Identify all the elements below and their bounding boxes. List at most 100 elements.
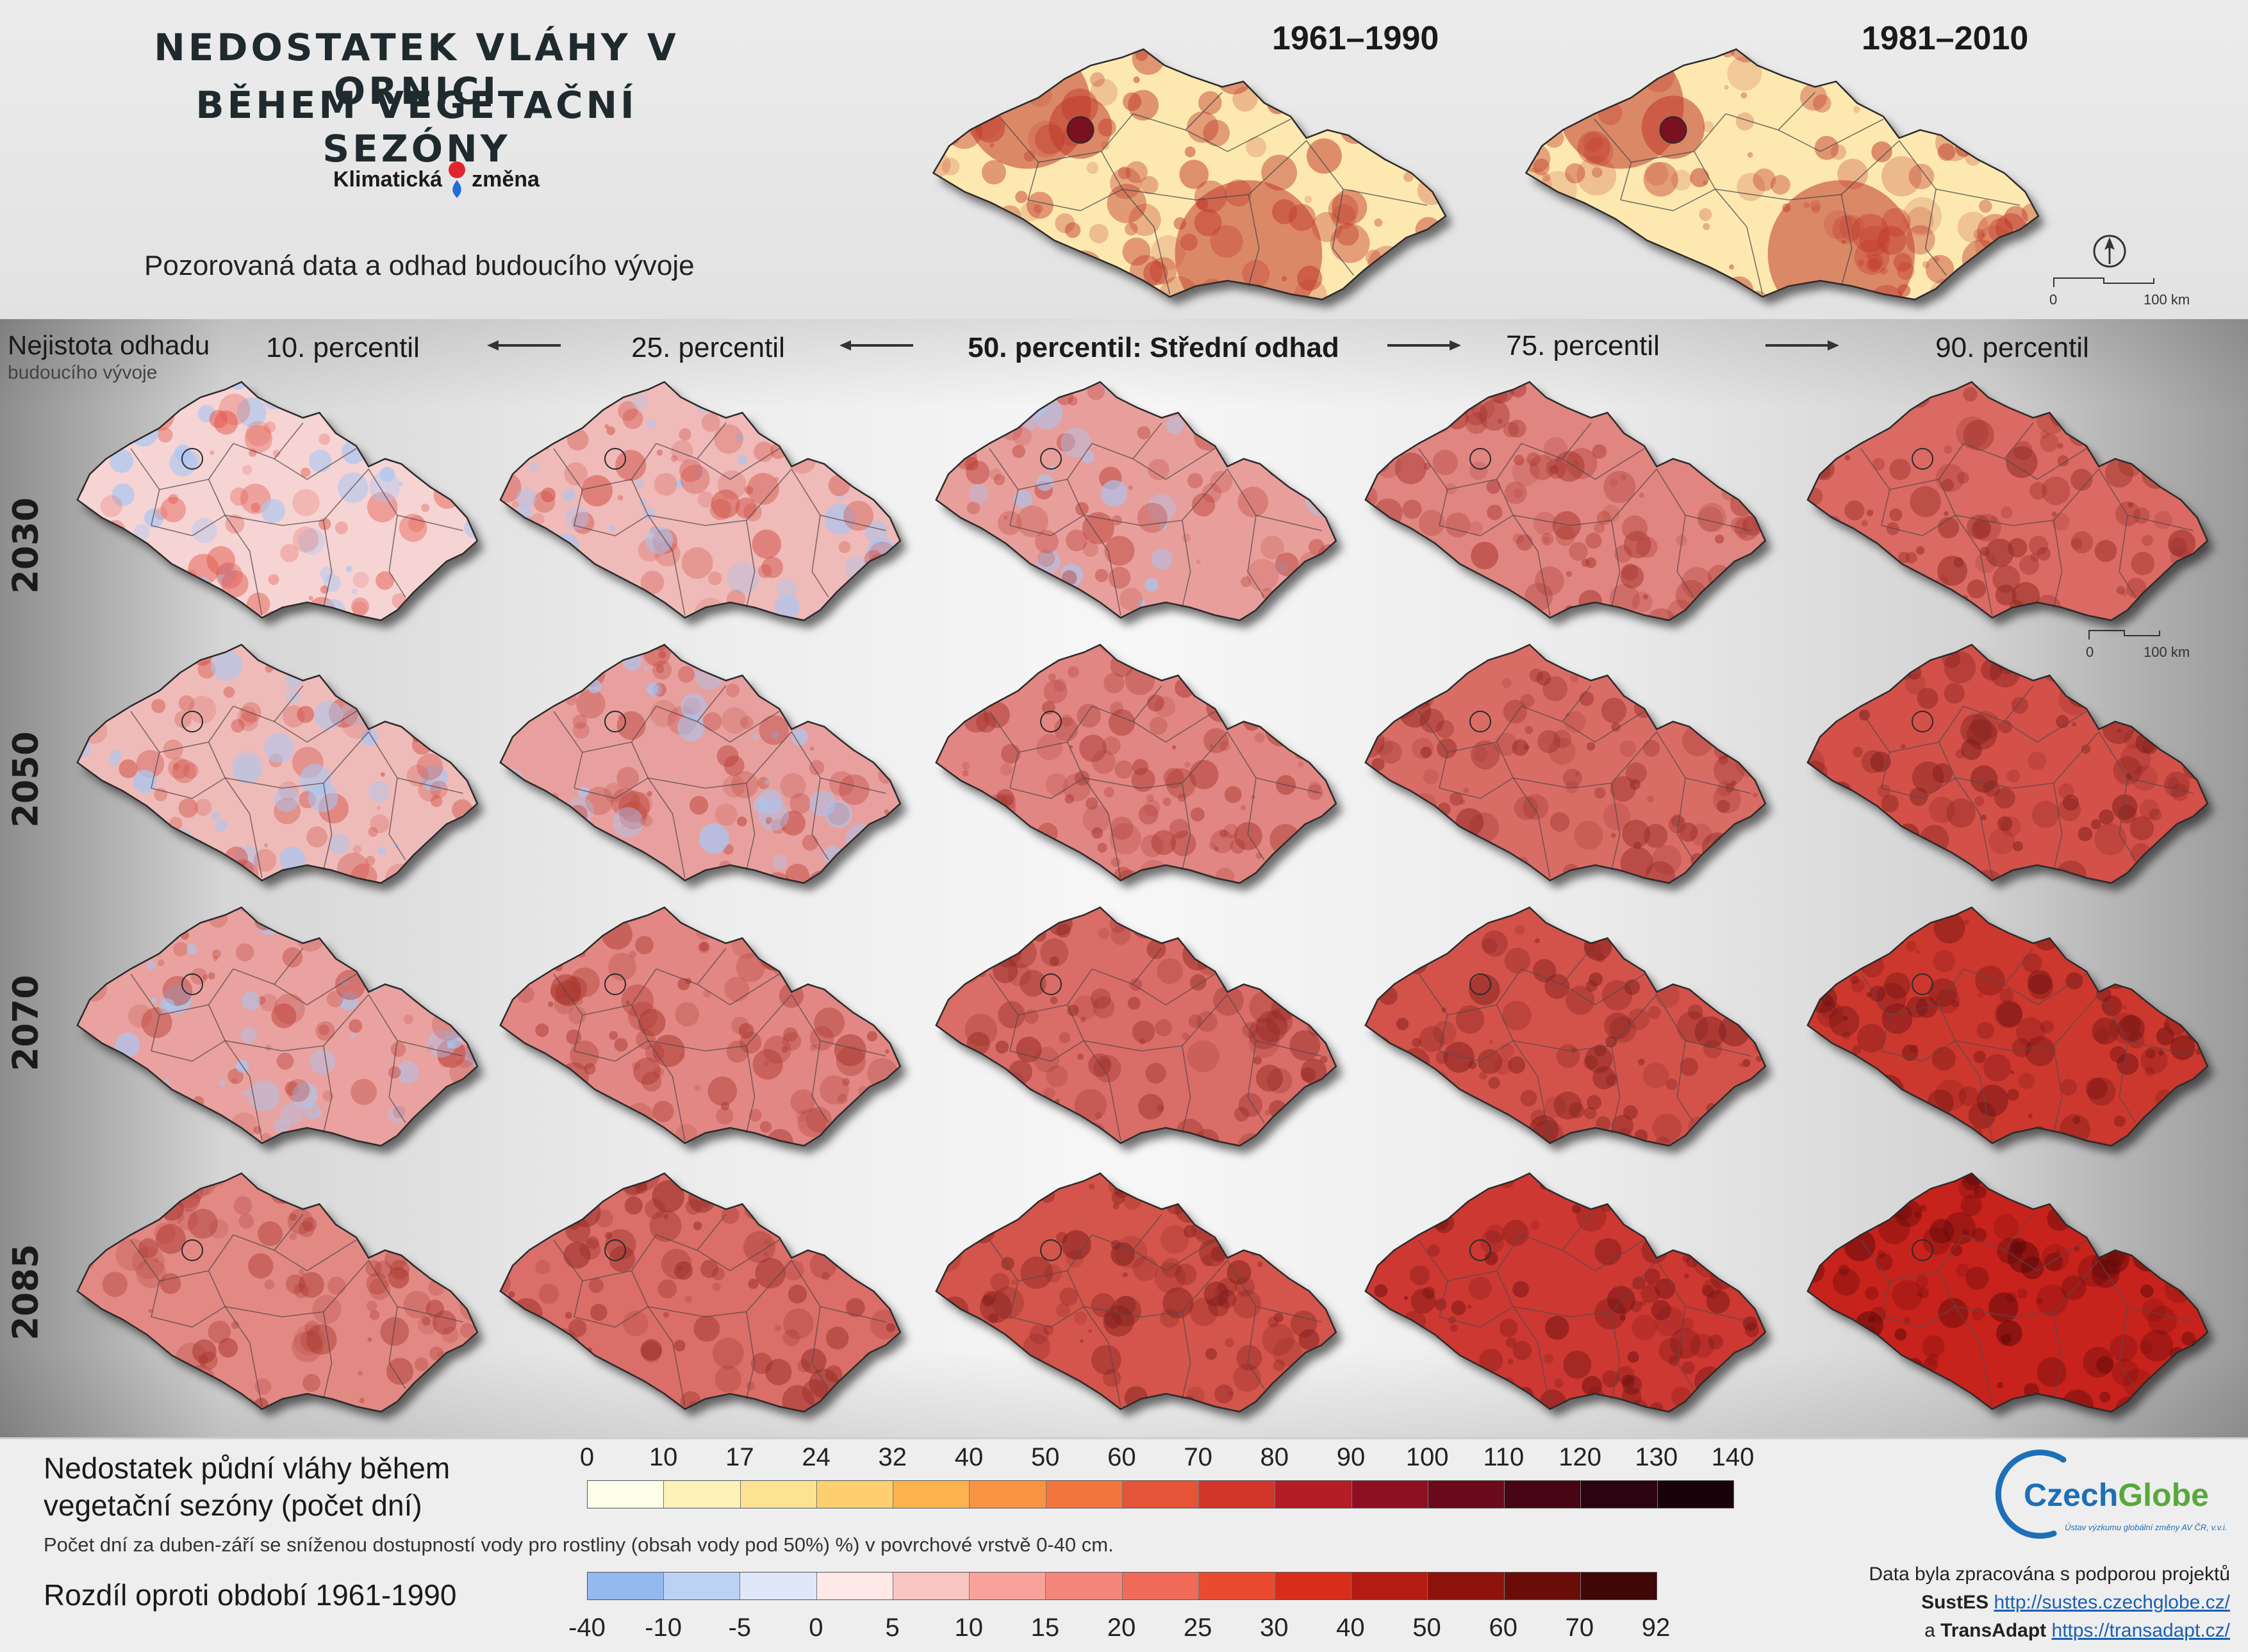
legend-days-color-bar xyxy=(587,1480,1734,1508)
legend-tick-label: 110 xyxy=(1483,1443,1525,1471)
legend-tick-label: -40 xyxy=(568,1614,606,1642)
legend-tick-label: 92 xyxy=(1641,1614,1671,1642)
legend-swatch xyxy=(893,1481,970,1508)
projection-map-2050-50-percentile xyxy=(935,643,1337,884)
czechglobe-tagline: Ústav výzkumu globální změny AV ČR, v.v.… xyxy=(2065,1523,2227,1532)
scale-bar-top-length: 100 km xyxy=(2144,292,2190,308)
title-line-2: BĚHEM VEGETAČNÍ SEZÓNY xyxy=(195,83,638,170)
uncertainty-sublabel: budoucího vývoje xyxy=(8,362,158,383)
globe-arc-icon xyxy=(1995,1450,2067,1539)
projection-map-2085-10-percentile xyxy=(76,1172,479,1413)
column-header-90: 90. percentil xyxy=(1935,332,2089,363)
link-sustes[interactable]: http://sustes.czechglobe.cz/ xyxy=(1994,1592,2230,1613)
legend-swatch xyxy=(664,1481,741,1508)
projection-map-2085-50-percentile xyxy=(935,1172,1337,1413)
column-header-75: 75. percentil xyxy=(1506,330,1660,361)
legend-swatch xyxy=(1428,1573,1505,1599)
legend-tick-label: 80 xyxy=(1260,1443,1289,1471)
legend-diff-title: Rozdíl oproti období 1961-1990 xyxy=(44,1578,457,1612)
subtitle: Pozorovaná data a odhad budoucího vývoje xyxy=(144,250,695,281)
project-sustes: SustES xyxy=(1921,1592,1989,1613)
credits-line-sustes: SustES http://sustes.czechglobe.cz/ xyxy=(1730,1589,2230,1617)
legend-tick-label: 40 xyxy=(954,1443,984,1471)
projection-map-2085-90-percentile xyxy=(1806,1172,2209,1413)
legend-swatch xyxy=(1581,1481,1658,1508)
legend-swatch xyxy=(1657,1481,1733,1508)
legend-tick-label: 70 xyxy=(1184,1443,1212,1471)
legend-tick-label: 60 xyxy=(1489,1614,1517,1642)
legend-tick-label: -5 xyxy=(728,1614,752,1642)
czechglobe-logo[interactable]: CzechGlobe Ústav výzkumu globální změny … xyxy=(1993,1450,2236,1549)
projection-map-2070-25-percentile xyxy=(499,906,902,1147)
legend-swatch xyxy=(740,1481,817,1508)
legend-diff-ticks: -40 -10 -5 0 5 10 15 20 25 30 40 50 60 70 92 xyxy=(0,1614,2248,1646)
legend-swatch xyxy=(1198,1573,1275,1599)
credits-connector: a xyxy=(1924,1620,1935,1641)
czechglobe-word-globe: Globe xyxy=(2118,1477,2209,1513)
credits-line-transadapt: a TransAdapt https://transadapt.cz/ xyxy=(1730,1617,2230,1645)
legend-tick-label: 20 xyxy=(1107,1614,1136,1642)
legend-swatch xyxy=(1122,1573,1199,1599)
legend-tick-label: 90 xyxy=(1336,1443,1366,1471)
legend-panel xyxy=(0,1437,2248,1652)
legend-tick-label: 40 xyxy=(1336,1614,1365,1642)
projection-map-2050-10-percentile xyxy=(76,643,479,884)
projection-map-2030-10-percentile xyxy=(76,381,479,622)
logo-text-right: změna xyxy=(472,167,540,192)
legend-tick-label: 30 xyxy=(1260,1614,1289,1642)
klimaticka-zmena-logo[interactable]: Klimatická změna xyxy=(333,160,540,199)
north-arrow-icon xyxy=(2093,235,2126,268)
link-transadapt[interactable]: https://transadapt.cz/ xyxy=(2051,1620,2230,1641)
legend-swatch xyxy=(1199,1481,1276,1508)
project-transadapt: TransAdapt xyxy=(1940,1620,2047,1641)
credits-intro: Data byla zpracována s podporou projektů xyxy=(1869,1564,2230,1585)
legend-swatch xyxy=(1351,1481,1428,1508)
legend-swatch xyxy=(816,1573,893,1599)
legend-tick-label: 32 xyxy=(878,1443,907,1471)
legend-swatch xyxy=(740,1573,817,1599)
legend-swatch xyxy=(1428,1481,1505,1508)
legend-swatch xyxy=(816,1481,894,1508)
legend-swatch xyxy=(664,1573,741,1599)
projection-map-2050-75-percentile xyxy=(1364,643,1767,884)
legend-swatch xyxy=(970,1481,1046,1508)
legend-tick-label: 0 xyxy=(579,1443,595,1471)
legend-tick-label: 10 xyxy=(954,1614,983,1642)
legend-tick-label: 70 xyxy=(1565,1614,1594,1642)
arrow-right-icon xyxy=(1387,340,1461,351)
legend-swatch xyxy=(588,1573,665,1599)
column-header-50: 50. percentil: Střední odhad xyxy=(968,332,1339,363)
legend-swatch xyxy=(1351,1573,1428,1599)
period-label-1981-2010: 1981–2010 xyxy=(1862,20,2029,57)
projection-map-2050-90-percentile xyxy=(1806,643,2209,884)
legend-tick-label: 60 xyxy=(1107,1443,1136,1471)
legend-days-ticks: 0 10 17 24 32 40 50 60 70 80 90 100 110 120 130 140 xyxy=(0,1443,2248,1475)
legend-tick-label: 50 xyxy=(1030,1443,1060,1471)
legend-note: Počet dní za duben-září se sníženou dost… xyxy=(44,1533,1114,1556)
scale-bar-grid xyxy=(2088,630,2160,640)
thermometer-drop-icon xyxy=(449,161,466,198)
legend-tick-label: 5 xyxy=(885,1614,900,1642)
period-label-1961-1990: 1961–1990 xyxy=(1272,20,1439,57)
projection-map-2050-25-percentile xyxy=(499,643,902,884)
projection-map-2070-50-percentile xyxy=(935,906,1337,1147)
legend-tick-label: 140 xyxy=(1711,1443,1755,1471)
observed-map-1961-1990 xyxy=(932,48,1447,301)
legend-tick-label: 100 xyxy=(1405,1443,1449,1471)
legend-swatch xyxy=(1505,1481,1582,1508)
legend-days-title-1: Nedostatek půdní vláhy během xyxy=(44,1451,450,1485)
scale-bar-grid-zero: 0 xyxy=(2086,644,2094,660)
projection-map-2070-75-percentile xyxy=(1364,906,1767,1147)
arrow-left-icon xyxy=(839,340,913,351)
projection-map-2070-90-percentile xyxy=(1806,906,2209,1147)
legend-tick-label: 10 xyxy=(649,1443,678,1471)
projection-map-2030-50-percentile xyxy=(935,381,1337,622)
legend-swatch xyxy=(1504,1573,1581,1599)
legend-tick-label: 15 xyxy=(1030,1614,1060,1642)
logo-text-left: Klimatická xyxy=(333,167,443,192)
projection-map-2085-75-percentile xyxy=(1364,1172,1767,1413)
arrow-left-icon xyxy=(487,340,561,351)
legend-swatch xyxy=(893,1573,970,1599)
legend-swatch xyxy=(1046,1573,1123,1599)
